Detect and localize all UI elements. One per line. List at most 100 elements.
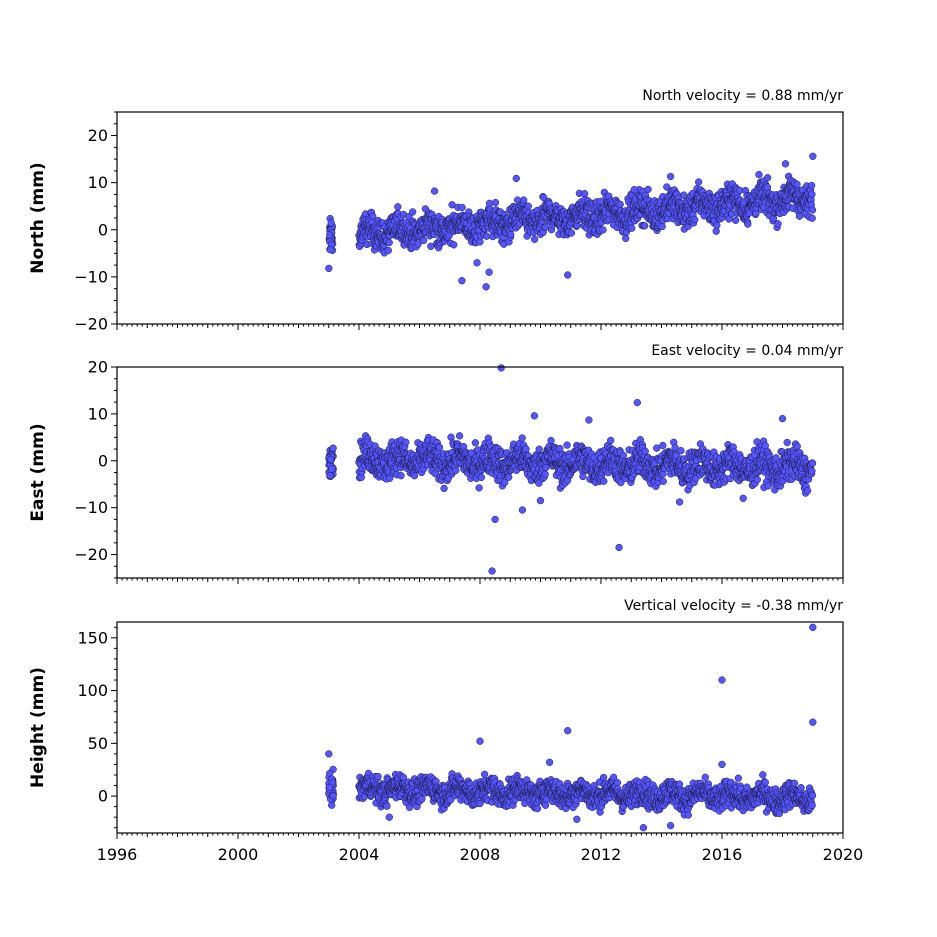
east-point — [326, 471, 334, 480]
north-point — [622, 234, 630, 243]
north-point — [628, 224, 636, 232]
east-point — [600, 477, 608, 485]
north-point — [458, 277, 466, 285]
east-point — [518, 506, 527, 514]
north-point — [641, 222, 649, 230]
north-point — [476, 238, 484, 246]
north-point — [450, 241, 458, 249]
east-point — [397, 472, 405, 480]
north-point — [430, 187, 439, 195]
east-point — [518, 434, 526, 442]
east-point — [536, 496, 545, 505]
east-point — [410, 472, 419, 480]
north-point — [713, 221, 721, 229]
east-point — [522, 445, 530, 453]
east-point — [535, 445, 543, 453]
east-point — [739, 494, 747, 502]
east-point — [541, 470, 549, 478]
north-point — [369, 212, 377, 220]
north-point — [658, 222, 666, 231]
east-point — [491, 515, 499, 524]
east-point — [659, 441, 667, 450]
east-point — [328, 465, 336, 473]
north-point — [732, 216, 740, 224]
north-points — [325, 152, 817, 291]
east-point — [435, 443, 444, 452]
east-point — [585, 416, 593, 424]
north-point — [507, 230, 515, 239]
north-y-tick-label: 0 — [98, 220, 108, 239]
east-velocity-label: East velocity = 0.04 mm/yr — [651, 343, 843, 359]
north-point — [427, 242, 435, 250]
north-velocity-label: North velocity = 0.88 mm/yr — [642, 88, 843, 104]
east-point — [793, 442, 801, 450]
north-point — [809, 152, 817, 160]
north-point — [763, 174, 772, 182]
east-point — [327, 455, 335, 464]
north-y-tick-label: 20 — [88, 126, 108, 145]
east-y-tick-label: 0 — [98, 451, 108, 470]
north-y-tick-label: 10 — [88, 173, 108, 192]
height-point — [383, 802, 391, 810]
east-point — [440, 484, 448, 493]
east-point — [547, 436, 555, 445]
north-point — [458, 203, 466, 212]
east-point — [452, 466, 460, 475]
north-point — [680, 191, 688, 199]
north-point — [384, 246, 392, 255]
north-point — [326, 245, 335, 254]
north-y-tick-label: −20 — [74, 315, 108, 334]
north-point — [485, 268, 493, 276]
north-point — [512, 174, 520, 183]
north-point — [807, 181, 816, 190]
north-point — [763, 183, 772, 191]
north-point — [695, 178, 703, 186]
east-y-tick-label: 10 — [88, 404, 108, 423]
east-point — [641, 447, 649, 455]
north-point — [808, 206, 817, 214]
east-point — [675, 498, 684, 506]
north-point — [630, 186, 638, 194]
height-point — [684, 811, 692, 819]
east-point — [653, 444, 661, 452]
east-y-tick-label: −10 — [74, 498, 108, 517]
north-point — [385, 238, 393, 247]
height-point — [701, 773, 709, 781]
north-point — [520, 196, 528, 204]
north-point — [473, 259, 481, 267]
east-point — [783, 438, 791, 447]
north-point — [596, 197, 605, 206]
north-point — [755, 170, 763, 179]
north-point — [327, 219, 335, 227]
north-point — [808, 190, 816, 198]
height-point — [533, 804, 542, 813]
east-y-tick-label: −20 — [74, 545, 108, 564]
north-point — [394, 203, 402, 211]
north-point — [774, 220, 782, 228]
height-point — [374, 772, 382, 781]
east-point — [753, 475, 761, 484]
east-point — [579, 472, 587, 481]
east-point — [471, 439, 480, 447]
height-point — [325, 783, 334, 792]
north-point — [644, 185, 652, 194]
north-point — [530, 235, 539, 243]
north-point — [616, 200, 624, 209]
east-point — [633, 398, 641, 407]
north-point — [420, 236, 428, 245]
east-point — [607, 436, 615, 445]
north-point — [326, 231, 334, 239]
east-point — [477, 473, 486, 482]
north-point — [491, 198, 500, 207]
east-point — [563, 441, 571, 449]
east-point — [505, 473, 513, 481]
east-y-tick-label: 20 — [88, 358, 108, 377]
north-point — [793, 180, 801, 188]
east-point — [778, 414, 787, 423]
north-point — [666, 172, 675, 181]
east-point — [615, 543, 623, 552]
east-y-axis-title: East (mm) — [28, 423, 48, 521]
east-point — [677, 447, 685, 455]
